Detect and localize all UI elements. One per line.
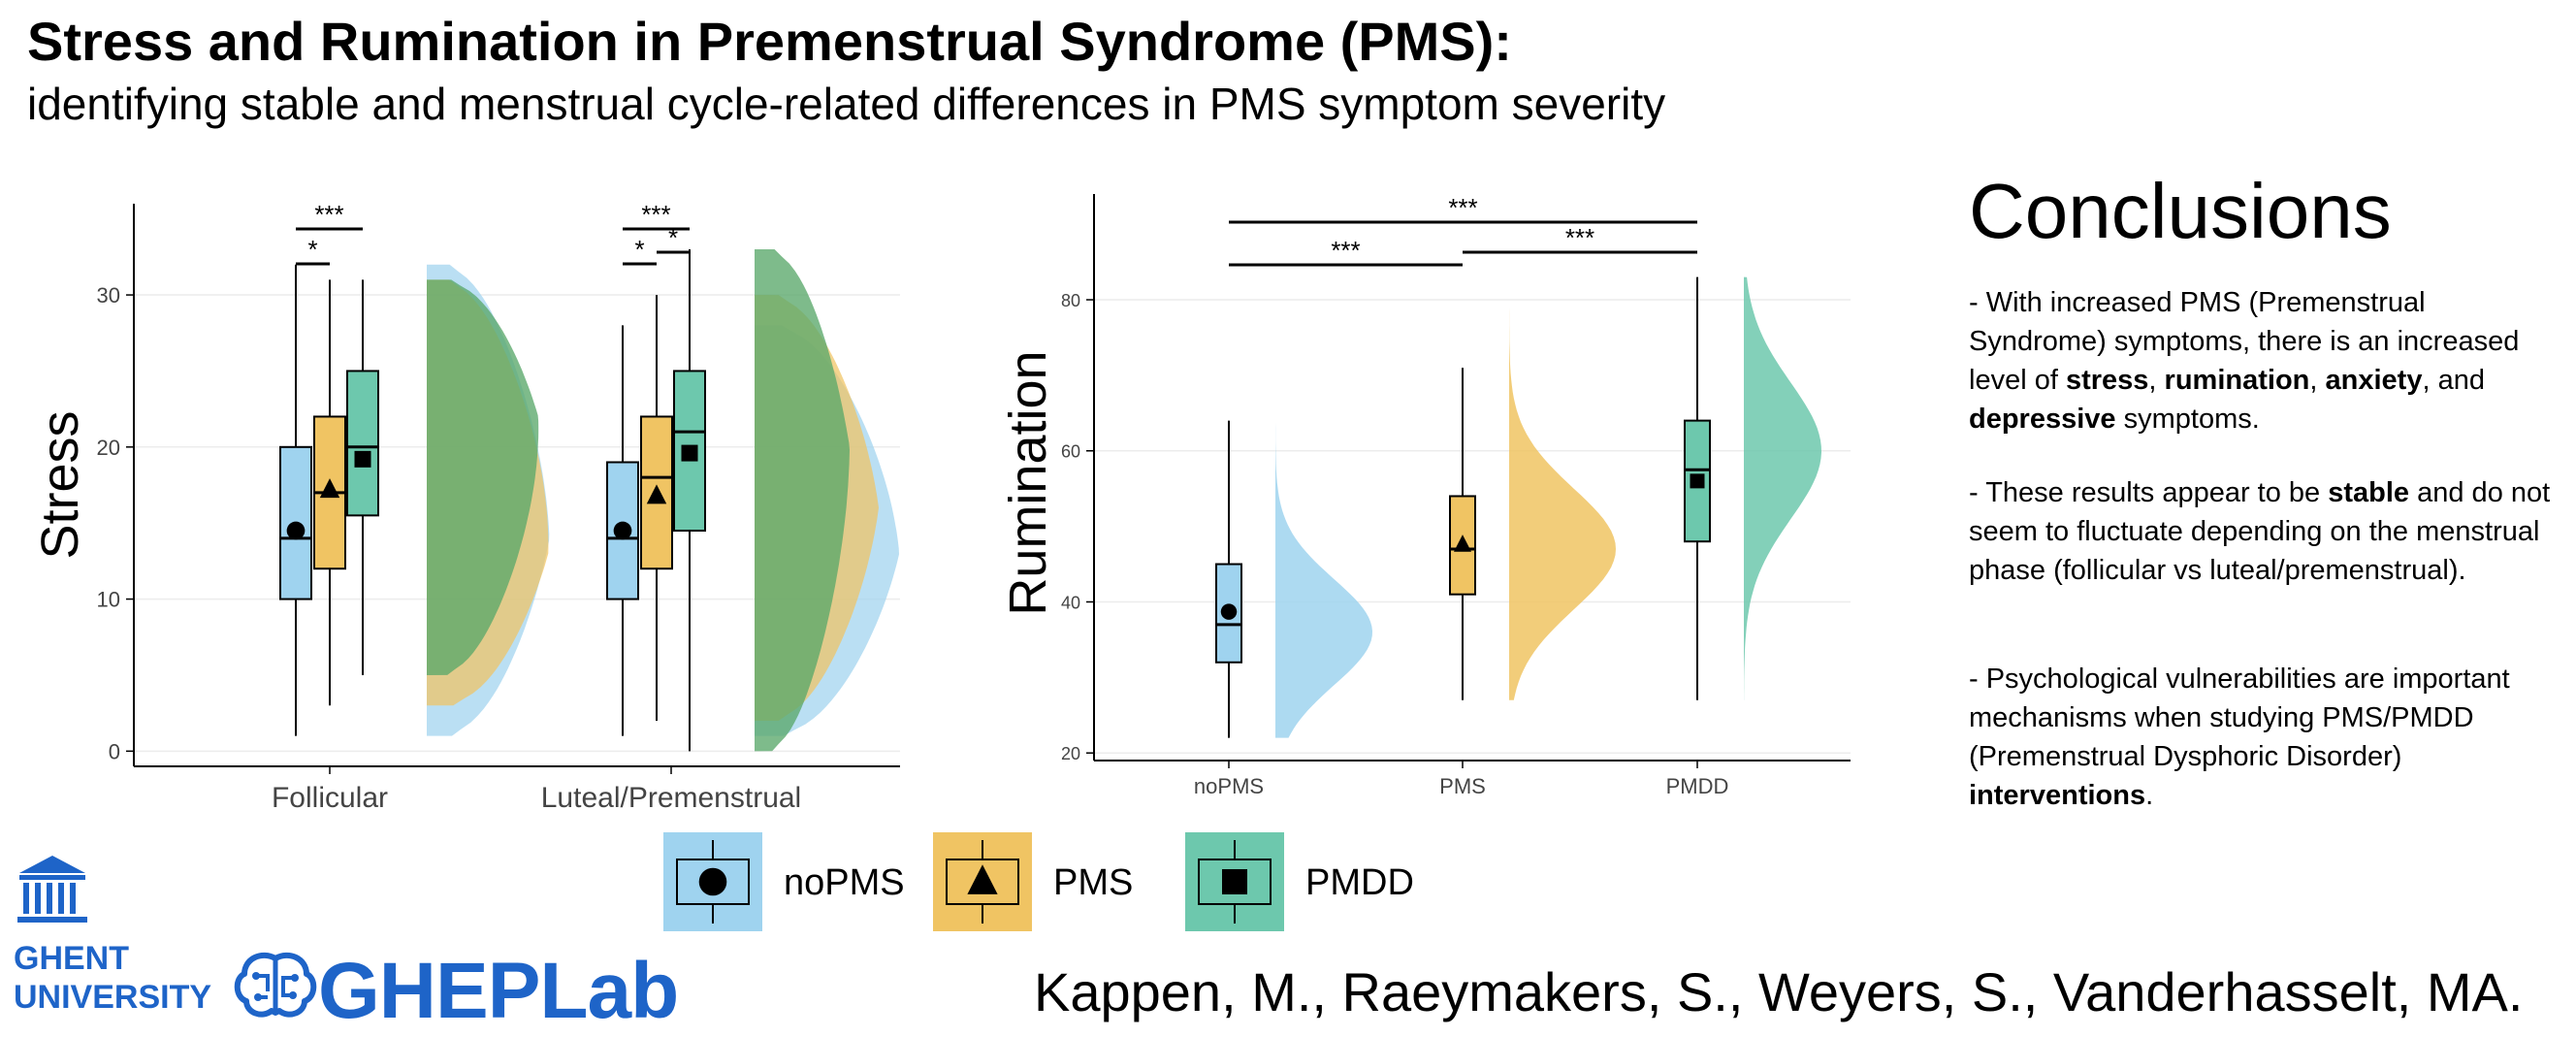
stress-mean-marker-PMDD [681, 444, 698, 462]
stress-density-PMDD-1 [755, 249, 850, 752]
stress-box-PMDD [346, 370, 379, 517]
stress-y-tick-label: 30 [97, 283, 120, 308]
stress-mean-marker-PMS [646, 484, 667, 504]
stress-x-tick-label: Luteal/Premenstrual [541, 782, 801, 814]
rumination-chart: 20 40 60 80 *** *** *** noPMS PMS PMDD Rumination [999, 193, 1851, 798]
rumination-density-PMS [1509, 276, 1616, 700]
rumination-density-PMDD [1744, 276, 1821, 700]
conclusions-heading: Conclusions [1969, 168, 2392, 254]
stress-significance-label: * [634, 235, 644, 264]
rumination-x-tick-label: PMDD [1666, 774, 1729, 798]
conclusion-paragraph-3: - Psychological vulnerabilities are impo… [1969, 664, 2510, 811]
stress-significance-label: * [668, 223, 678, 252]
rumination-y-tick-label: 60 [1061, 442, 1080, 462]
stress-significance-label: *** [641, 200, 670, 229]
page-subtitle: identifying stable and menstrual cycle-r… [27, 79, 1666, 129]
conclusion-paragraph-2: - These results appear to be stable and … [1969, 477, 2551, 586]
citation: Kappen, M., Raeymakers, S., Weyers, S., … [1034, 961, 2524, 1022]
conclusion-paragraph-1: - With increased PMS (Premenstrual Syndr… [1969, 287, 2520, 435]
stress-y-axis-label: Stress [31, 410, 89, 559]
legend-marker-PMDD [1222, 869, 1247, 894]
rumination-significance-label: *** [1448, 193, 1477, 222]
stress-mean-marker-PMDD [354, 450, 371, 468]
brain-circuit-icon [234, 952, 317, 1018]
stress-mean-marker-PMS [319, 478, 340, 499]
stress-mean-marker-noPMS [286, 521, 306, 540]
stress-mean-marker-noPMS [613, 521, 632, 540]
rumination-y-axis-label: Rumination [999, 350, 1057, 615]
legend-marker-noPMS [698, 867, 727, 896]
rumination-significance-label: *** [1331, 236, 1360, 265]
ghent-building-icon [17, 856, 87, 923]
stress-density-PMDD-0 [427, 279, 539, 675]
gheplab-logo-text: GHEPLab [318, 947, 679, 1035]
stress-significance-label: * [307, 235, 317, 264]
rumination-significance-label: *** [1565, 223, 1594, 252]
stress-y-tick-label: 10 [97, 588, 120, 612]
rumination-y-tick-label: 80 [1061, 291, 1080, 310]
page-title: Stress and Rumination in Premenstrual Sy… [27, 11, 1512, 72]
rumination-mean-marker-PMDD [1690, 473, 1705, 489]
legend-label-PMS: PMS [1053, 862, 1133, 903]
rumination-y-tick-label: 20 [1061, 744, 1080, 763]
legend: noPMS PMS PMDD [663, 832, 1414, 931]
rumination-x-tick-label: noPMS [1194, 774, 1264, 798]
stress-x-tick-label: Follicular [272, 782, 388, 814]
rumination-x-tick-label: PMS [1439, 774, 1486, 798]
rumination-density-noPMS [1275, 412, 1372, 738]
legend-label-noPMS: noPMS [784, 862, 905, 903]
rumination-mean-marker-noPMS [1220, 603, 1238, 620]
legend-label-PMDD: PMDD [1305, 862, 1414, 903]
rumination-y-tick-label: 40 [1061, 593, 1080, 612]
ghent-university-logo-text: GHENT UNIVERSITY [14, 940, 212, 1016]
legend-marker-PMS [967, 864, 998, 894]
stress-y-tick-label: 0 [109, 739, 120, 763]
stress-y-tick-label: 20 [97, 436, 120, 460]
stress-significance-label: *** [314, 200, 343, 229]
rumination-mean-marker-PMS [1454, 535, 1471, 552]
